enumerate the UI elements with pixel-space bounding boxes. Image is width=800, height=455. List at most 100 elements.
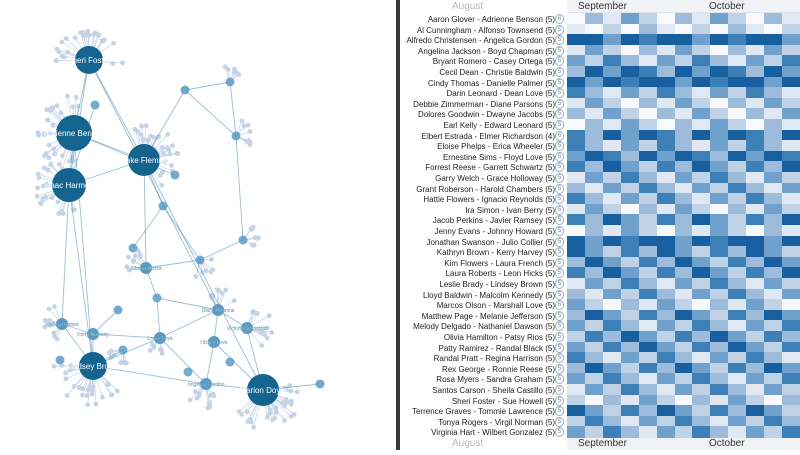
pair-count-badge[interactable]: 5: [555, 343, 564, 353]
pair-count-badge[interactable]: 5: [555, 311, 564, 321]
pair-count-badge[interactable]: 5: [555, 353, 564, 363]
leaf-node: [53, 58, 58, 63]
leaf-node: [247, 417, 252, 422]
pair-count-badge[interactable]: 5: [555, 321, 564, 331]
pair-count-badge[interactable]: 5: [555, 406, 564, 416]
leaf-node: [140, 137, 145, 142]
timeline-panel[interactable]: August September October Aaron Glover - …: [400, 0, 800, 450]
leaf-node: [133, 253, 138, 258]
leaf-node: [57, 162, 62, 167]
pair-count-badge[interactable]: 5: [555, 56, 564, 66]
node-label: Kerry Ramsey: [77, 332, 109, 338]
leaf-node: [42, 165, 47, 170]
pair-count-badge[interactable]: 5: [555, 290, 564, 300]
node-label: Blake Fleming: [119, 156, 170, 165]
pair-count-badge[interactable]: 5: [555, 162, 564, 172]
pair-count-badge[interactable]: 6: [555, 300, 564, 310]
pair-count-badge[interactable]: 5: [555, 396, 564, 406]
node-label: Lindsey Brown: [67, 362, 119, 371]
leaf-node: [100, 395, 105, 400]
leaf-node: [60, 54, 65, 59]
leaf-node: [240, 118, 245, 123]
pair-count-badge[interactable]: 5: [555, 332, 564, 342]
leaf-node: [52, 331, 57, 336]
graph-node: [119, 346, 128, 355]
pair-count-badge[interactable]: 5: [555, 205, 564, 215]
pair-count-badge[interactable]: 5: [555, 237, 564, 247]
month-header-october-bottom: October: [709, 438, 745, 449]
leaf-node: [175, 151, 180, 156]
graph-edge: [160, 310, 218, 338]
pair-count-badge[interactable]: 5: [555, 35, 564, 45]
pair-count-badge[interactable]: 5: [555, 364, 564, 374]
pair-count-badge[interactable]: 5: [555, 141, 564, 151]
leaf-node: [121, 360, 126, 365]
graph-edge: [185, 90, 236, 136]
leaf-node: [138, 254, 143, 259]
pair-count-badge[interactable]: 5: [555, 427, 564, 437]
leaf-node: [90, 388, 95, 393]
leaf-node: [77, 385, 82, 390]
pair-count-badge[interactable]: 5: [555, 417, 564, 427]
leaf-node: [295, 390, 300, 395]
graph-edge: [144, 160, 146, 268]
pair-count-badge[interactable]: 5: [555, 67, 564, 77]
pair-count-badge[interactable]: 5: [555, 25, 564, 35]
leaf-node: [56, 49, 61, 54]
leaf-node: [70, 104, 75, 109]
leaf-node: [169, 163, 174, 168]
leaf-node: [259, 343, 264, 348]
pair-count-badge[interactable]: 5: [555, 109, 564, 119]
graph-node: [196, 256, 205, 265]
pair-count-badge[interactable]: 5: [555, 194, 564, 204]
pair-count-badge[interactable]: 5: [555, 152, 564, 162]
graph-edge: [160, 338, 206, 384]
leaf-node: [52, 304, 57, 309]
pair-count-badge[interactable]: 5: [555, 385, 564, 395]
pair-count-badge[interactable]: 5: [555, 258, 564, 268]
month-header-september-top: September: [578, 1, 627, 12]
leaf-node: [109, 393, 114, 398]
pair-label: Virginia Hart - Wilbert Gonzalez (5): [431, 426, 555, 439]
graph-edge: [89, 60, 144, 160]
pair-count-badge[interactable]: 5: [555, 279, 564, 289]
node-label: Isaac Harmon: [44, 181, 94, 190]
pair-count-badge[interactable]: 5: [555, 99, 564, 109]
pair-count-badge[interactable]: 5: [555, 88, 564, 98]
pair-count-badge[interactable]: 6: [555, 131, 564, 141]
leaf-node: [267, 313, 272, 318]
leaf-node: [55, 103, 60, 108]
leaf-node: [131, 259, 136, 264]
pair-count-badge[interactable]: 5: [555, 46, 564, 56]
leaf-node: [65, 393, 70, 398]
pair-count-badge[interactable]: 5: [555, 374, 564, 384]
leaf-node: [91, 32, 96, 37]
pair-count-badge[interactable]: 5: [555, 173, 564, 183]
leaf-node: [194, 274, 199, 279]
leaf-node: [50, 105, 55, 110]
leaf-node: [84, 33, 89, 38]
leaf-node: [152, 345, 157, 350]
leaf-node: [237, 409, 242, 414]
pair-count-badge[interactable]: 6: [555, 14, 564, 24]
leaf-node: [56, 200, 61, 205]
leaf-node: [256, 236, 261, 241]
leaf-node: [245, 409, 250, 414]
pair-count-badge[interactable]: 5: [555, 268, 564, 278]
node-label: Victoria Schneider: [227, 326, 268, 332]
graph-node: [239, 236, 248, 245]
month-header-october-top: October: [709, 1, 745, 12]
pair-count-badge[interactable]: 5: [555, 120, 564, 130]
leaf-node: [106, 382, 111, 387]
leaf-node: [269, 330, 274, 335]
pair-count-badge[interactable]: 5: [555, 184, 564, 194]
pair-count-badge[interactable]: 5: [555, 215, 564, 225]
leaf-node: [102, 37, 107, 42]
pair-count-badge[interactable]: 5: [555, 247, 564, 257]
leaf-node: [205, 406, 210, 411]
pair-count-badge[interactable]: 5: [555, 226, 564, 236]
pair-count-badge[interactable]: 5: [555, 78, 564, 88]
month-header-august-top: August: [452, 1, 483, 12]
